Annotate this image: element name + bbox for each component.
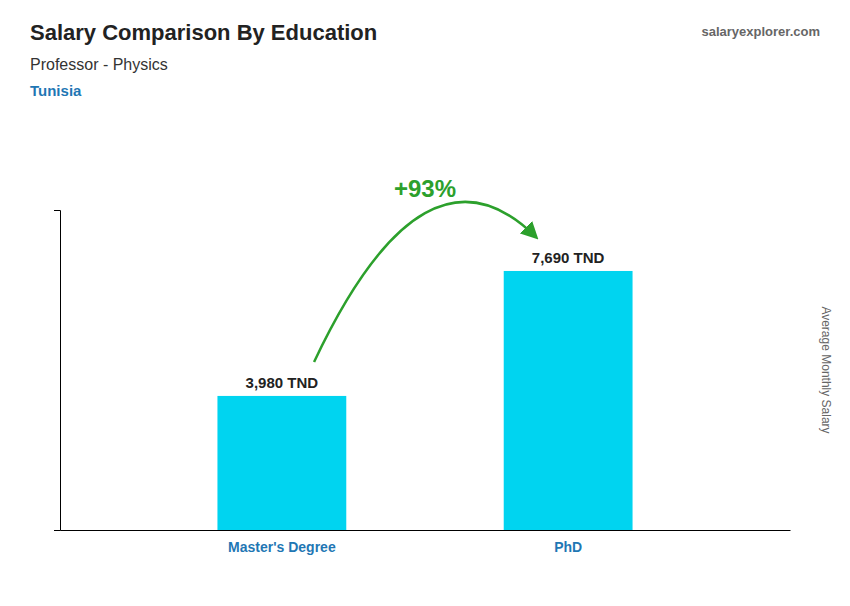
x-axis-line [61, 530, 791, 531]
data-label: 3,980 TND [246, 374, 319, 391]
x-axis: Master's Degree PhD [61, 530, 791, 555]
bar [504, 271, 633, 530]
x-tick-label: PhD [554, 539, 582, 555]
chart-container: Salary Comparison By Education salaryexpl… [0, 0, 850, 606]
country: Tunisia [30, 82, 82, 99]
subtitle: Professor - Physics [30, 56, 168, 73]
y-axis [54, 211, 61, 531]
x-tick: PhD [554, 530, 582, 555]
data-label: 7,690 TND [532, 249, 605, 266]
x-tick-label: Master's Degree [228, 539, 336, 555]
source: salaryexplorer.com [701, 24, 820, 39]
y-axis-label: Average Monthly Salary [819, 306, 833, 433]
y-axis-line [54, 211, 61, 531]
data-labels: 3,980 TND 7,690 TND [246, 249, 605, 391]
plot-area [217, 271, 632, 530]
change-label: +93% [394, 175, 456, 202]
bar [217, 396, 346, 530]
title: Salary Comparison By Education [30, 20, 377, 45]
x-tick: Master's Degree [228, 530, 336, 555]
chart-svg: Salary Comparison By Education salaryexpl… [0, 0, 850, 606]
change-arrow [314, 202, 536, 362]
